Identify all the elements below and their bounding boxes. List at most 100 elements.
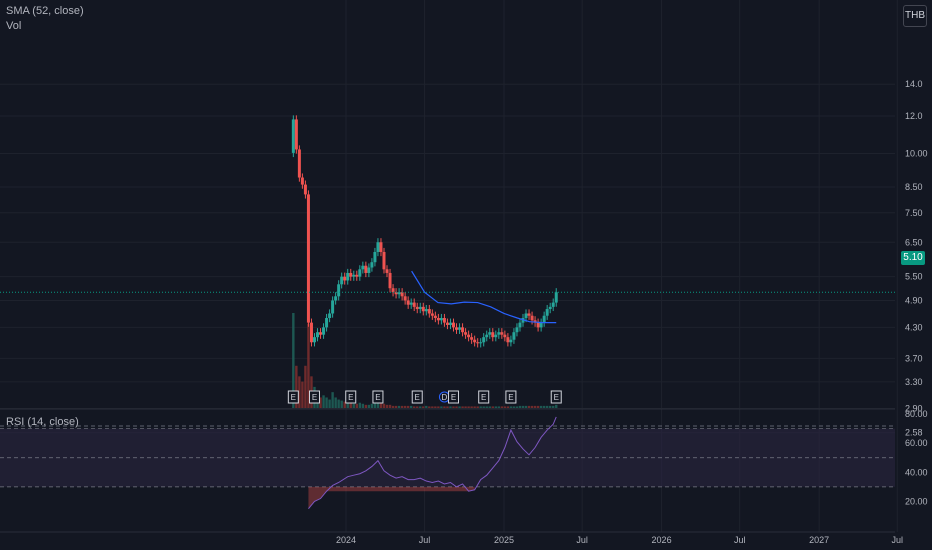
candle-body bbox=[297, 149, 301, 178]
candle-body bbox=[394, 292, 398, 295]
candle-body bbox=[388, 272, 392, 289]
candle-body bbox=[373, 251, 377, 263]
volume-bar bbox=[552, 405, 555, 408]
price-tick-label: 6.50 bbox=[905, 237, 923, 247]
volume-bar bbox=[494, 406, 497, 408]
volume-bar bbox=[307, 323, 310, 408]
volume-bar bbox=[542, 405, 546, 408]
price-tick-label: 14.0 bbox=[905, 79, 923, 89]
candle-body bbox=[427, 309, 431, 314]
time-tick-label: 2027 bbox=[809, 535, 829, 545]
candle-body bbox=[312, 337, 316, 343]
candle-body bbox=[303, 184, 307, 195]
volume-bar bbox=[555, 404, 558, 408]
event-marker-E: E bbox=[447, 390, 459, 404]
price-tick-label: 3.70 bbox=[905, 353, 923, 363]
volume-bar bbox=[509, 406, 513, 408]
candle-body bbox=[379, 242, 383, 252]
volume-bar bbox=[379, 402, 383, 408]
candle-body bbox=[291, 119, 295, 153]
volume-bar bbox=[530, 405, 534, 408]
time-tick-label: Jul bbox=[576, 535, 588, 545]
volume-bar bbox=[388, 404, 392, 408]
volume-bar bbox=[343, 401, 346, 408]
candle-body bbox=[367, 267, 371, 273]
earnings-marker bbox=[505, 390, 517, 404]
time-tick-label: 2024 bbox=[336, 535, 356, 545]
sma-legend[interactable]: SMA (52, close) bbox=[6, 5, 84, 17]
volume-bar bbox=[322, 395, 325, 408]
volume-bar bbox=[361, 403, 365, 408]
candle-body bbox=[488, 332, 492, 335]
currency-badge[interactable]: THB bbox=[903, 5, 927, 27]
volume-bar bbox=[376, 401, 380, 408]
rsi-line bbox=[308, 416, 557, 510]
volume-bar bbox=[536, 405, 540, 408]
candle-body bbox=[319, 332, 323, 335]
earnings-marker bbox=[411, 390, 423, 404]
price-tick-label: 12.0 bbox=[905, 111, 923, 121]
candle-body bbox=[397, 292, 401, 295]
sma-line bbox=[411, 270, 557, 324]
volume-bar bbox=[364, 404, 368, 408]
volume-bar bbox=[482, 406, 485, 408]
time-tick-label: Jul bbox=[419, 535, 431, 545]
volume-legend[interactable]: Vol bbox=[6, 20, 22, 32]
candle-body bbox=[518, 322, 522, 328]
earnings-marker bbox=[308, 390, 320, 404]
rsi-legend[interactable]: RSI (14, close) bbox=[6, 416, 79, 428]
price-tick-label: 7.50 bbox=[905, 208, 923, 218]
candle-body bbox=[430, 313, 434, 316]
candle-body bbox=[306, 194, 310, 323]
candle-body bbox=[346, 272, 350, 281]
volume-bar bbox=[337, 399, 340, 408]
volume-bar bbox=[422, 406, 425, 408]
candle-body bbox=[491, 332, 495, 338]
volume-bar bbox=[512, 406, 516, 408]
candle-body bbox=[364, 265, 368, 273]
volume-bar bbox=[428, 406, 431, 408]
volume-bar bbox=[503, 406, 507, 408]
candle-body bbox=[415, 306, 419, 310]
candle-body bbox=[412, 302, 416, 307]
price-tick-label: 5.50 bbox=[905, 272, 923, 282]
volume-bar bbox=[539, 405, 543, 408]
candle-body bbox=[370, 262, 374, 268]
volume-bar bbox=[521, 405, 525, 408]
candle-body bbox=[545, 309, 549, 316]
candle-body bbox=[448, 322, 452, 325]
candle-body bbox=[300, 177, 304, 185]
candle-body bbox=[467, 334, 471, 338]
candle-body bbox=[464, 332, 468, 335]
event-marker-E: E bbox=[345, 390, 357, 404]
price-tick-label: 4.30 bbox=[905, 322, 923, 332]
rsi-tick-label: 40.00 bbox=[905, 467, 928, 477]
candle-body bbox=[515, 327, 519, 333]
candle-body bbox=[530, 315, 534, 321]
time-tick-label: 2026 bbox=[652, 535, 672, 545]
candle-body bbox=[361, 265, 365, 270]
candle-body bbox=[503, 334, 507, 338]
volume-bar bbox=[443, 406, 446, 408]
volume-bar bbox=[319, 397, 322, 408]
volume-bar bbox=[334, 397, 337, 408]
volume-bar bbox=[545, 405, 549, 408]
volume-bar bbox=[524, 405, 528, 408]
candle-body bbox=[322, 327, 326, 335]
volume-bar bbox=[431, 406, 434, 408]
volume-bar bbox=[467, 406, 470, 408]
rsi-tick-label: 60.00 bbox=[905, 438, 928, 448]
candle-body bbox=[439, 318, 443, 321]
volume-bar bbox=[476, 406, 479, 408]
candle-body bbox=[539, 322, 543, 328]
candle-body bbox=[316, 332, 320, 338]
last-price-tag: 5.10 bbox=[901, 251, 925, 265]
candle-body bbox=[442, 318, 446, 323]
rsi-tick-label: 20.00 bbox=[905, 496, 928, 506]
candle-body bbox=[494, 334, 498, 338]
candle-body bbox=[391, 288, 395, 293]
price-tick-label: 8.50 bbox=[905, 182, 923, 192]
volume-bar bbox=[437, 406, 440, 408]
volume-bar bbox=[533, 405, 537, 408]
